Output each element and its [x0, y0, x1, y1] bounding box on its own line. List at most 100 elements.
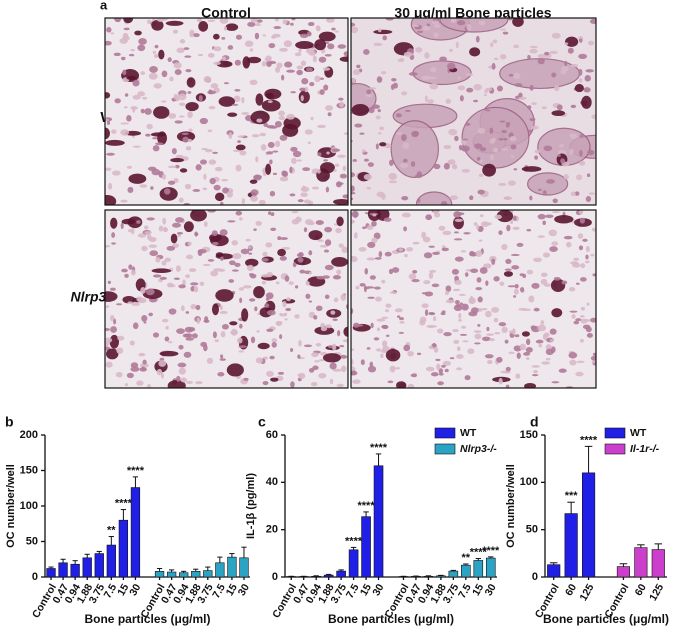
cell — [279, 134, 288, 141]
cell — [376, 76, 383, 83]
cell — [261, 60, 267, 67]
cell — [253, 285, 265, 299]
cell — [170, 233, 178, 244]
cell — [234, 262, 241, 267]
cell — [447, 62, 456, 70]
cell — [507, 18, 513, 21]
error-bar — [48, 566, 54, 569]
cell — [324, 53, 332, 57]
cell — [537, 213, 546, 220]
cell — [474, 333, 482, 340]
cell — [279, 256, 287, 261]
cell — [300, 60, 307, 67]
cell — [504, 268, 512, 271]
cell — [380, 353, 384, 359]
x-tick-label: 30 — [236, 582, 252, 598]
cell — [221, 56, 227, 61]
cell — [117, 335, 125, 341]
cell — [164, 336, 170, 342]
cell — [275, 140, 281, 148]
cell — [177, 362, 187, 368]
cell — [578, 53, 588, 60]
cell — [339, 101, 344, 108]
cell — [333, 297, 339, 303]
cell — [322, 353, 342, 363]
cell — [352, 379, 361, 384]
bar — [118, 519, 129, 578]
cell — [483, 93, 487, 97]
cell — [269, 159, 273, 165]
cell — [300, 192, 308, 198]
cell — [510, 144, 517, 150]
cell — [187, 111, 193, 119]
cell — [566, 241, 572, 248]
cell — [297, 373, 303, 377]
cell — [385, 309, 389, 313]
cell — [296, 69, 303, 76]
cell — [216, 60, 233, 68]
cell — [229, 321, 238, 326]
cell — [578, 68, 583, 76]
cell — [421, 292, 428, 295]
cell — [203, 173, 207, 180]
cell — [203, 75, 212, 83]
bar — [323, 574, 334, 578]
cell — [592, 352, 596, 356]
cell — [275, 281, 280, 285]
cell — [294, 52, 302, 57]
error-bar — [350, 546, 357, 550]
cell — [221, 37, 226, 40]
cell — [114, 98, 121, 104]
cell — [298, 339, 302, 347]
cell — [255, 156, 259, 163]
cell — [116, 347, 124, 354]
cell — [308, 300, 313, 303]
x-tick-label: 15 — [224, 582, 240, 598]
cell — [424, 52, 430, 59]
cell — [260, 274, 270, 278]
cell — [255, 220, 262, 226]
cell — [179, 39, 186, 44]
cell — [454, 275, 460, 282]
cell — [214, 192, 225, 202]
cell — [158, 225, 164, 232]
cell — [265, 163, 272, 175]
significance-label: *** — [565, 490, 579, 502]
cell — [564, 42, 569, 45]
cell — [428, 245, 435, 248]
cell — [570, 104, 577, 109]
cell — [328, 345, 333, 349]
cell — [553, 276, 561, 281]
cell — [120, 222, 124, 230]
cell — [266, 370, 274, 377]
cell — [302, 167, 311, 172]
cell — [564, 60, 568, 67]
cell — [250, 189, 259, 196]
giant-cell — [390, 120, 439, 178]
cell — [213, 61, 221, 66]
cell — [110, 32, 115, 35]
cell — [303, 344, 313, 348]
cell — [441, 247, 449, 252]
cell — [563, 174, 569, 180]
cell — [519, 343, 527, 351]
cell — [148, 244, 158, 248]
cell — [351, 26, 359, 34]
cell — [570, 191, 576, 197]
cell — [183, 351, 192, 358]
cell — [158, 49, 165, 60]
cell — [569, 148, 574, 155]
cell — [548, 229, 558, 237]
cell — [461, 138, 469, 141]
cell — [578, 37, 583, 43]
cell — [438, 225, 446, 231]
cell — [537, 58, 545, 65]
cell — [259, 132, 267, 137]
cell — [315, 220, 324, 226]
cell — [482, 163, 496, 177]
cell — [479, 159, 483, 163]
cell — [152, 145, 160, 152]
cell — [113, 52, 121, 57]
cell — [473, 222, 478, 226]
cell — [235, 34, 243, 40]
